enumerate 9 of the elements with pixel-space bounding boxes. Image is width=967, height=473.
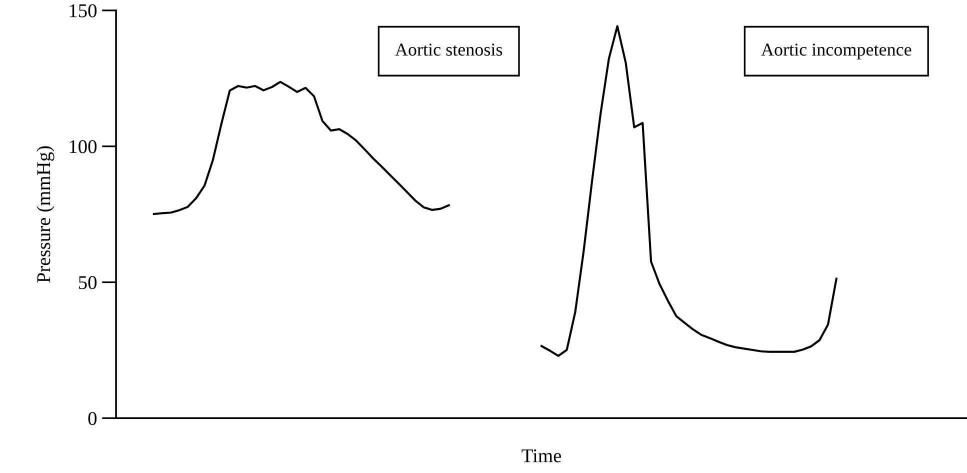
x-axis-title: Time bbox=[522, 449, 562, 462]
y-tick-label: 150 bbox=[70, 4, 97, 18]
line-series bbox=[152, 80, 450, 216]
y-tick-label: 50 bbox=[78, 276, 97, 290]
text: Aortic stenosis bbox=[395, 44, 502, 56]
y-tick-label: 100 bbox=[70, 140, 97, 154]
y-tick-label: 0 bbox=[88, 412, 97, 426]
text: Aortic incompetence bbox=[761, 44, 912, 60]
y-axis-title: Pressure (mmHg) bbox=[36, 146, 54, 283]
